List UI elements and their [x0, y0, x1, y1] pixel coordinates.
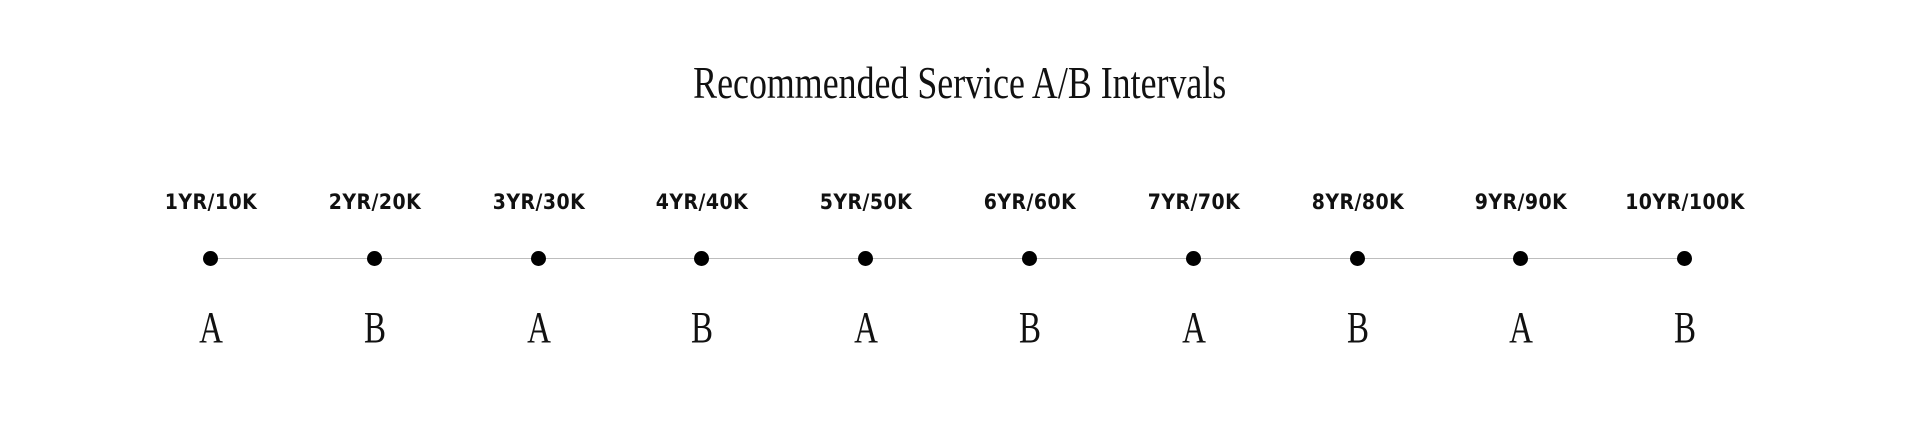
timeline-line — [211, 258, 1685, 259]
interval-label: 2YR/20K — [328, 190, 421, 214]
service-type: A — [1509, 303, 1534, 352]
interval-label: 1YR/10K — [164, 190, 258, 214]
interval-label: 4YR/40K — [656, 190, 749, 214]
service-type: A — [199, 303, 223, 352]
service-type: B — [1674, 303, 1697, 352]
service-type: B — [363, 303, 386, 352]
timeline-dot — [1349, 251, 1365, 266]
timeline-dot — [1513, 251, 1529, 266]
timeline-dot — [203, 251, 218, 266]
timeline-dot — [1185, 251, 1201, 266]
interval-label: 3YR/30K — [492, 190, 585, 214]
timeline-dot — [694, 251, 710, 266]
title-text: Recommended Service A/B Intervals — [693, 57, 1227, 108]
page-title: Recommended Service A/B Intervals — [0, 56, 1920, 109]
interval-label: 9YR/90K — [1475, 190, 1568, 214]
interval-label: 8YR/80K — [1311, 190, 1404, 214]
timeline-dot — [366, 251, 382, 266]
interval-label: 5YR/50K — [819, 190, 913, 214]
interval-label: 6YR/60K — [983, 190, 1077, 214]
service-type: A — [1181, 303, 1206, 352]
interval-label: 10YR/100K — [1625, 190, 1745, 214]
service-type: A — [526, 303, 551, 352]
timeline-dot — [1677, 251, 1693, 266]
timeline-dot — [858, 251, 874, 266]
service-type: B — [1018, 303, 1042, 352]
service-type: B — [691, 303, 714, 352]
interval-label: 7YR/70K — [1147, 190, 1240, 214]
timeline-dot — [530, 251, 546, 266]
service-type: B — [1346, 303, 1369, 352]
service-type: A — [854, 303, 879, 352]
timeline-dot — [1022, 251, 1037, 266]
